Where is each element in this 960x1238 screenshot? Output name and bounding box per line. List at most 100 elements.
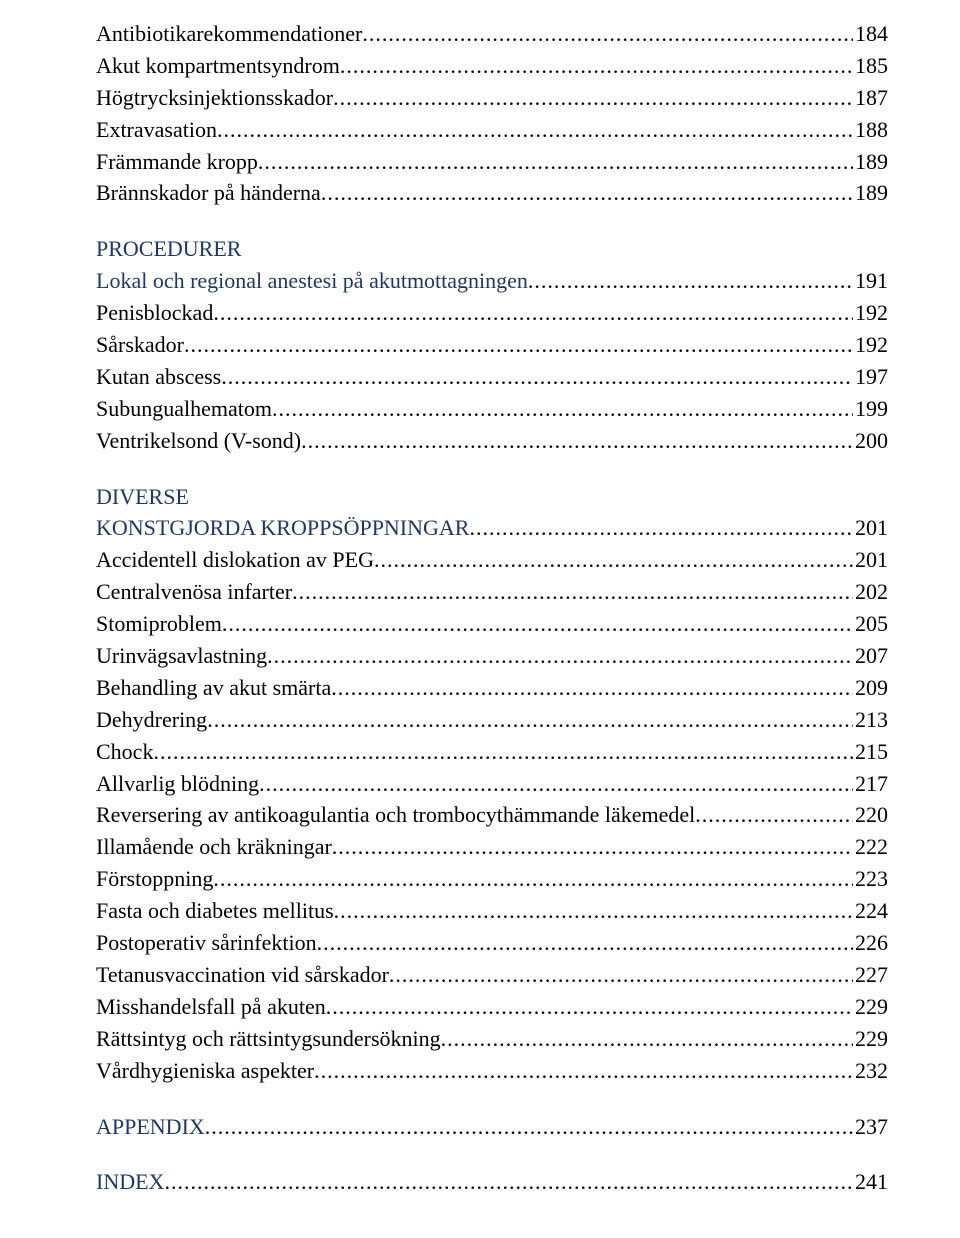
toc-row: Kutan abscess 197 — [96, 361, 888, 393]
toc-page: 224 — [853, 895, 888, 927]
toc-leader — [389, 959, 853, 991]
section-heading: PROCEDURER — [96, 233, 888, 265]
toc-leader — [259, 768, 853, 800]
toc-row: Chock215 — [96, 736, 888, 768]
toc-title: Främmande kropp — [96, 146, 258, 178]
toc-row: Behandling av akut smärta209 — [96, 672, 888, 704]
toc-page: 201 — [853, 512, 888, 544]
toc-row: Förstoppning223 — [96, 863, 888, 895]
toc-row: Illamående och kräkningar222 — [96, 831, 888, 863]
toc-page: 220 — [853, 799, 888, 831]
toc-title: Misshandelsfall på akuten — [96, 991, 326, 1023]
toc-title: Fasta och diabetes mellitus — [96, 895, 334, 927]
toc-title: Kutan abscess — [96, 361, 221, 393]
toc-page: 197 — [853, 361, 888, 393]
toc-title: Accidentell dislokation av PEG — [96, 544, 374, 576]
toc-title: Vårdhygieniska aspekter — [96, 1055, 314, 1087]
toc-page: 217 — [853, 768, 888, 800]
toc-row: Allvarlig blödning217 — [96, 768, 888, 800]
toc-title: Reversering av antikoagulantia och tromb… — [96, 799, 695, 831]
toc-title: Centralvenösa infarter — [96, 576, 292, 608]
toc-row: Lokal och regional anestesi på akutmotta… — [96, 265, 888, 297]
toc-title: APPENDIX — [96, 1111, 205, 1143]
toc-leader — [333, 82, 853, 114]
toc-leader — [362, 18, 853, 50]
toc-page: 200 — [853, 425, 888, 457]
toc-page: 227 — [853, 959, 888, 991]
toc-page: 187 — [853, 82, 888, 114]
toc-row: Misshandelsfall på akuten229 — [96, 991, 888, 1023]
toc-title: Förstoppning — [96, 863, 213, 895]
toc-page: 201 — [853, 544, 888, 576]
spacer — [96, 1087, 888, 1111]
toc-title: Extravasation — [96, 114, 217, 146]
toc-row: Stomiproblem 205 — [96, 608, 888, 640]
toc-leader — [301, 425, 853, 457]
toc-page: 226 — [853, 927, 888, 959]
section-heading: DIVERSE — [96, 481, 888, 513]
toc-leader — [374, 544, 853, 576]
toc-title: INDEX — [96, 1166, 164, 1198]
toc-page: 205 — [853, 608, 888, 640]
toc-title: Penisblockad — [96, 297, 213, 329]
toc-leader — [207, 704, 853, 736]
toc-page: 202 — [853, 576, 888, 608]
toc-row: Vårdhygieniska aspekter232 — [96, 1055, 888, 1087]
toc-title: Akut kompartmentsyndrom — [96, 50, 340, 82]
toc-leader — [213, 863, 853, 895]
toc-row: Antibiotikarekommendationer184 — [96, 18, 888, 50]
toc-title: Chock — [96, 736, 153, 768]
toc-title: Dehydrering — [96, 704, 207, 736]
toc-page: 192 — [853, 297, 888, 329]
toc-leader — [441, 1023, 853, 1055]
toc-leader — [331, 672, 853, 704]
toc-leader — [164, 1166, 853, 1198]
toc-leader — [153, 736, 853, 768]
spacer — [96, 457, 888, 481]
toc-leader — [317, 927, 853, 959]
spacer — [96, 1142, 888, 1166]
toc-page: 229 — [853, 1023, 888, 1055]
toc-row: Sårskador 192 — [96, 329, 888, 361]
toc-page: 192 — [853, 329, 888, 361]
toc-row: Reversering av antikoagulantia och tromb… — [96, 799, 888, 831]
toc-leader — [340, 50, 853, 82]
toc-row: Subungualhematom199 — [96, 393, 888, 425]
toc-row: Fasta och diabetes mellitus 224 — [96, 895, 888, 927]
toc-leader — [272, 393, 853, 425]
toc-row: Brännskador på händerna189 — [96, 177, 888, 209]
toc-title: Sårskador — [96, 329, 184, 361]
toc-row: APPENDIX 237 — [96, 1111, 888, 1143]
toc-row: KONSTGJORDA KROPPSÖPPNINGAR201 — [96, 512, 888, 544]
toc-leader — [217, 114, 853, 146]
toc-leader — [326, 991, 853, 1023]
toc-title: Tetanusvaccination vid sårskador — [96, 959, 389, 991]
toc-page: 184 — [853, 18, 888, 50]
toc-leader — [267, 640, 853, 672]
toc-title: Illamående och kräkningar — [96, 831, 332, 863]
toc-leader — [205, 1111, 853, 1143]
toc-leader — [469, 512, 853, 544]
toc-row: Tetanusvaccination vid sårskador 227 — [96, 959, 888, 991]
toc-page: 191 — [853, 265, 888, 297]
toc-leader — [221, 361, 853, 393]
toc-page: 237 — [853, 1111, 888, 1143]
toc-page: 213 — [853, 704, 888, 736]
toc-row: Centralvenösa infarter 202 — [96, 576, 888, 608]
toc-row: Accidentell dislokation av PEG 201 — [96, 544, 888, 576]
spacer — [96, 209, 888, 233]
toc-title: Rättsintyg och rättsintygsundersökning — [96, 1023, 441, 1055]
toc-page: 185 — [853, 50, 888, 82]
toc-row: Extravasation188 — [96, 114, 888, 146]
toc-leader — [184, 329, 853, 361]
toc-leader — [695, 799, 853, 831]
toc-leader — [334, 895, 853, 927]
toc-leader — [222, 608, 853, 640]
toc-title: Brännskador på händerna — [96, 177, 321, 209]
toc-row: Dehydrering 213 — [96, 704, 888, 736]
toc-page: 209 — [853, 672, 888, 704]
toc-page: 189 — [853, 146, 888, 178]
toc-leader — [258, 146, 853, 178]
toc-page: 241 — [853, 1166, 888, 1198]
toc-title: Stomiproblem — [96, 608, 222, 640]
